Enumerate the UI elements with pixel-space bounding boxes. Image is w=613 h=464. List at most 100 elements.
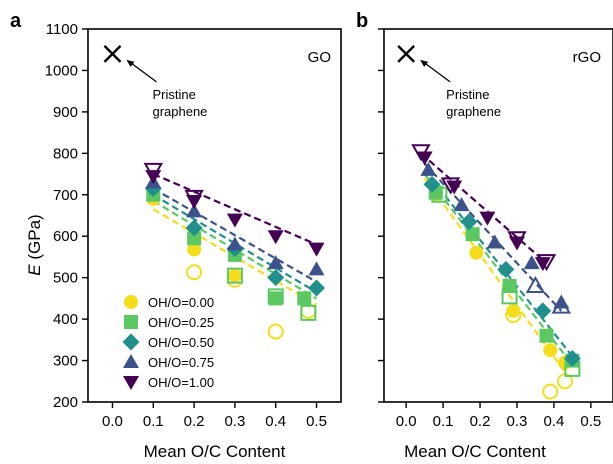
pristine-label-line2: graphene [152,104,207,119]
data-point [226,236,243,251]
y-tick-label: 800 [53,145,78,162]
data-point-hollow [300,304,317,321]
y-axis-label: E (GPa) [25,214,44,275]
legend-label: OH/O=0.00 [148,295,214,310]
fit-line [152,173,317,246]
y-tick-label: 200 [53,394,78,411]
pristine-arrow [420,59,451,83]
y-tick-label: 400 [53,311,78,328]
legend-marker [124,315,138,329]
y-tick-label: 1100 [46,21,78,38]
fit-line [423,177,570,378]
data-point [563,349,581,367]
panel-label: b [356,10,368,32]
data-point [423,175,441,193]
legend-entry: OH/O=0.50 [122,333,214,351]
legend-marker [124,295,138,309]
fit-line [152,193,318,294]
legend-label: OH/O=1.00 [148,375,214,390]
data-point [539,328,554,343]
legend-marker [123,376,139,390]
x-tick-label: 0.0 [102,413,123,430]
data-point [308,261,325,276]
panel-title: rGO [573,49,601,66]
data-point-hollow [542,383,559,400]
data-point [502,278,517,293]
y-axis-label-unit: (GPa) [25,214,44,264]
data-point [308,242,325,257]
data-point [446,180,463,195]
data-point [416,151,433,166]
fit-line [423,169,574,358]
x-tick-label: 0.2 [184,413,205,430]
legend-entry: OH/O=1.00 [123,375,214,390]
axes-frame [87,28,342,403]
data-point-hollow [186,264,203,281]
data-point-hollow [267,323,284,340]
data-point [534,257,551,272]
data-point [187,242,202,257]
y-tick-label: 500 [53,270,78,287]
data-point [508,236,525,251]
y-tick-label: 900 [53,104,78,121]
pristine-label-line1: Pristine [152,87,195,102]
data-point [226,213,243,228]
panel-a: 200 300 400 500 600 700 800 900 1000 1100 0.0 0.1 0.… [10,10,342,461]
x-tick-label: 0.4 [265,413,286,430]
legend-entry: OH/O=0.00 [124,295,214,310]
legend-marker [122,333,140,351]
data-point [185,219,203,237]
fit-line [152,187,318,283]
data-point [267,255,284,270]
data-point [479,211,496,226]
data-point [267,230,284,245]
data-point [460,213,478,231]
axes-frame [383,28,613,403]
y-tick-label: 600 [53,228,78,245]
data-point [469,245,484,260]
legend: OH/O=0.00 OH/O=0.25 OH/O=0.50 OH/O=0.75 OH/O… [122,295,214,390]
x-axis-label: Mean O/C Content [404,442,546,461]
legend-marker [123,354,139,368]
x-tick-label: 0.5 [580,413,601,430]
data-point [267,269,285,287]
data-point-hollow [525,275,546,293]
fit-line [152,200,318,300]
x-tick-label: 0.3 [507,413,528,430]
data-point [308,279,326,297]
legend-entry: OH/O=0.25 [124,315,214,330]
data-point [523,255,540,270]
pristine-label-line2: graphene [446,104,501,119]
x-tick-label: 0.0 [396,413,417,430]
data-point [486,234,503,249]
data-point [145,170,162,185]
y-tick-label: 700 [53,187,78,204]
pristine-arrow [126,59,157,83]
pristine-graphene-marker [103,45,122,63]
data-point-hollow [226,267,243,284]
data-point [297,291,312,306]
data-point [543,343,558,358]
pristine-graphene-marker [397,45,416,63]
data-point [465,227,480,242]
pristine-label-line1: Pristine [446,87,489,102]
x-tick-label: 0.1 [143,413,164,430]
y-tick-label: 300 [53,353,78,370]
x-tick-label: 0.5 [306,413,327,430]
x-tick-label: 0.4 [543,413,564,430]
fit-line [420,152,548,264]
data-point [268,291,283,306]
data-point [186,203,203,218]
x-tick-label: 0.2 [470,413,491,430]
panel-title: GO [308,49,331,66]
panel-b: 0.0 0.1 0.2 0.3 0.4 0.5 Mean O/C Content b rGO Pr… [356,10,613,461]
data-point [453,197,470,212]
x-axis-label: Mean O/C Content [144,442,286,461]
y-axis-label-italic: E [25,264,44,276]
legend-label: OH/O=0.25 [148,315,214,330]
data-point [497,260,515,278]
y-tick-label: 1000 [45,62,78,79]
data-point [186,194,203,209]
data-point [227,268,242,283]
data-point [553,294,570,309]
